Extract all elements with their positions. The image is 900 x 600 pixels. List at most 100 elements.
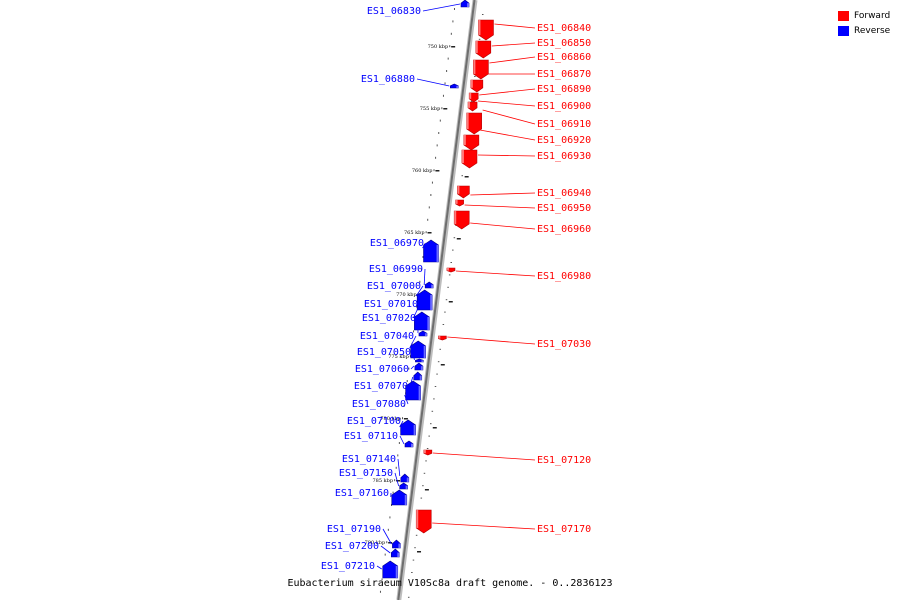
forward-gene-label[interactable]: ES1_06850 — [537, 38, 591, 49]
reverse-gene-label[interactable]: ES1_07040 — [360, 331, 414, 342]
forward-gene-label[interactable]: ES1_06950 — [537, 203, 591, 214]
reverse-gene[interactable]: ES1_06880 — [361, 74, 459, 89]
forward-gene-arrow[interactable] — [461, 149, 478, 169]
forward-gene[interactable]: ES1_06960 — [453, 210, 591, 235]
reverse-gene-arrow[interactable] — [414, 311, 430, 331]
major-tick — [464, 176, 469, 178]
forward-gene[interactable]: ES1_07120 — [423, 449, 591, 466]
forward-gene-arrow[interactable] — [478, 19, 494, 41]
reverse-gene[interactable]: ES1_07110 — [344, 431, 414, 448]
forward-gene[interactable]: ES1_06930 — [461, 149, 591, 169]
reverse-gene[interactable]: ES1_07020 — [362, 313, 428, 337]
forward-gene[interactable]: ES1_06910 — [466, 109, 592, 135]
minor-tick — [398, 442, 400, 444]
forward-gene-label[interactable]: ES1_06920 — [537, 135, 591, 146]
reverse-gene-arrow[interactable] — [391, 489, 408, 506]
forward-gene-label[interactable]: ES1_06910 — [537, 119, 591, 130]
forward-gene[interactable]: ES1_06900 — [467, 100, 591, 112]
forward-gene[interactable]: ES1_06980 — [446, 267, 591, 282]
forward-gene[interactable]: ES1_07030 — [438, 335, 591, 350]
forward-gene-label[interactable]: ES1_07030 — [537, 339, 591, 350]
reverse-gene-label[interactable]: ES1_07160 — [335, 488, 389, 499]
reverse-gene[interactable]: ES1_07080 — [352, 380, 421, 410]
reverse-gene-label[interactable]: ES1_07190 — [327, 524, 381, 535]
forward-gene-label[interactable]: ES1_06930 — [537, 151, 591, 162]
forward-gene-label[interactable]: ES1_06860 — [537, 52, 591, 63]
forward-gene-arrow[interactable] — [453, 210, 470, 230]
forward-gene-label[interactable]: ES1_06890 — [537, 84, 591, 95]
reverse-gene-label[interactable]: ES1_07050 — [357, 347, 411, 358]
reverse-gene[interactable]: ES1_07190 — [327, 524, 401, 549]
label-connector — [494, 23, 536, 29]
reverse-gene-arrow[interactable] — [410, 340, 426, 359]
reverse-gene-arrow[interactable] — [405, 380, 421, 401]
gene-highlight — [475, 41, 478, 53]
reverse-gene[interactable]: ES1_07100 — [347, 416, 416, 436]
reverse-gene[interactable]: ES1_07150 — [339, 468, 408, 490]
forward-gene-arrow[interactable] — [473, 59, 489, 80]
gene-highlight — [470, 80, 473, 88]
reverse-gene[interactable]: ES1_06830 — [367, 0, 470, 17]
reverse-gene-label[interactable]: ES1_07020 — [362, 313, 416, 324]
forward-gene-label[interactable]: ES1_06940 — [537, 188, 591, 199]
forward-gene[interactable]: ES1_06840 — [478, 19, 591, 41]
reverse-gene-label[interactable]: ES1_06990 — [369, 264, 423, 275]
gene-highlight — [423, 346, 426, 358]
reverse-gene-label[interactable]: ES1_07010 — [364, 299, 418, 310]
reverse-gene-label[interactable]: ES1_06830 — [367, 6, 421, 17]
reverse-gene-label[interactable]: ES1_07150 — [339, 468, 393, 479]
forward-gene[interactable]: ES1_06920 — [463, 129, 591, 151]
gene-highlight — [446, 268, 449, 271]
reverse-gene[interactable]: ES1_06970 — [370, 238, 439, 263]
forward-gene-label[interactable]: ES1_07120 — [537, 455, 591, 466]
forward-gene-label[interactable]: ES1_06980 — [537, 271, 591, 282]
forward-gene-label[interactable]: ES1_06840 — [537, 23, 591, 34]
forward-gene-arrow[interactable] — [475, 40, 492, 59]
forward-gene[interactable]: ES1_06950 — [455, 199, 592, 214]
minor-tick — [433, 398, 435, 400]
reverse-gene-arrow[interactable] — [382, 560, 399, 579]
minor-tick — [423, 472, 426, 474]
reverse-gene[interactable]: ES1_06990 — [369, 264, 434, 289]
reverse-gene-arrow[interactable] — [416, 289, 433, 311]
forward-gene-arrow[interactable] — [466, 112, 482, 135]
reverse-gene-label[interactable]: ES1_07110 — [344, 431, 398, 442]
reverse-gene-arrow[interactable] — [400, 419, 416, 436]
forward-gene[interactable]: ES1_06890 — [468, 84, 591, 103]
forward-gene-label[interactable]: ES1_06900 — [537, 101, 591, 112]
forward-gene-label[interactable]: ES1_07170 — [537, 524, 591, 535]
reverse-gene-label[interactable]: ES1_07080 — [352, 399, 406, 410]
reverse-gene-label[interactable]: ES1_07210 — [321, 561, 375, 572]
minor-tick — [446, 70, 448, 72]
gene-highlight — [478, 20, 481, 35]
gene-highlight — [405, 485, 408, 489]
reverse-gene[interactable]: ES1_07210 — [321, 560, 399, 579]
reverse-gene-label[interactable]: ES1_07000 — [367, 281, 421, 292]
reverse-gene[interactable]: ES1_07050 — [357, 347, 424, 363]
reverse-gene-label[interactable]: ES1_07100 — [347, 416, 401, 427]
reverse-gene[interactable]: ES1_07060 — [355, 362, 424, 375]
forward-gene-arrow[interactable] — [415, 509, 432, 534]
forward-gene[interactable]: ES1_06850 — [475, 38, 591, 59]
forward-gene-arrow[interactable] — [463, 134, 480, 151]
forward-gene-label[interactable]: ES1_06960 — [537, 224, 591, 235]
reverse-gene[interactable]: ES1_07200 — [325, 541, 400, 558]
forward-gene-label[interactable]: ES1_06870 — [537, 69, 591, 80]
forward-gene[interactable]: ES1_07170 — [415, 509, 591, 535]
reverse-gene-label[interactable]: ES1_07070 — [354, 381, 408, 392]
minor-tick — [422, 485, 424, 487]
reverse-gene-label[interactable]: ES1_07060 — [355, 364, 409, 375]
reverse-gene-label[interactable]: ES1_07140 — [342, 454, 396, 465]
reverse-gene[interactable]: ES1_07040 — [360, 331, 426, 359]
gene-highlight — [438, 336, 441, 339]
reverse-gene-label[interactable]: ES1_07200 — [325, 541, 379, 552]
forward-gene[interactable]: ES1_06940 — [457, 185, 591, 199]
reverse-gene-label[interactable]: ES1_06880 — [361, 74, 415, 85]
reverse-gene[interactable]: ES1_07160 — [335, 488, 408, 506]
tick-label: 750 kbp — [428, 44, 449, 50]
minor-tick — [453, 237, 456, 239]
reverse-gene[interactable]: ES1_07140 — [342, 454, 410, 483]
reverse-gene-label[interactable]: ES1_06970 — [370, 238, 424, 249]
reverse-gene[interactable]: ES1_07000 — [367, 281, 433, 311]
forward-gene[interactable]: ES1_06870 — [470, 69, 591, 93]
